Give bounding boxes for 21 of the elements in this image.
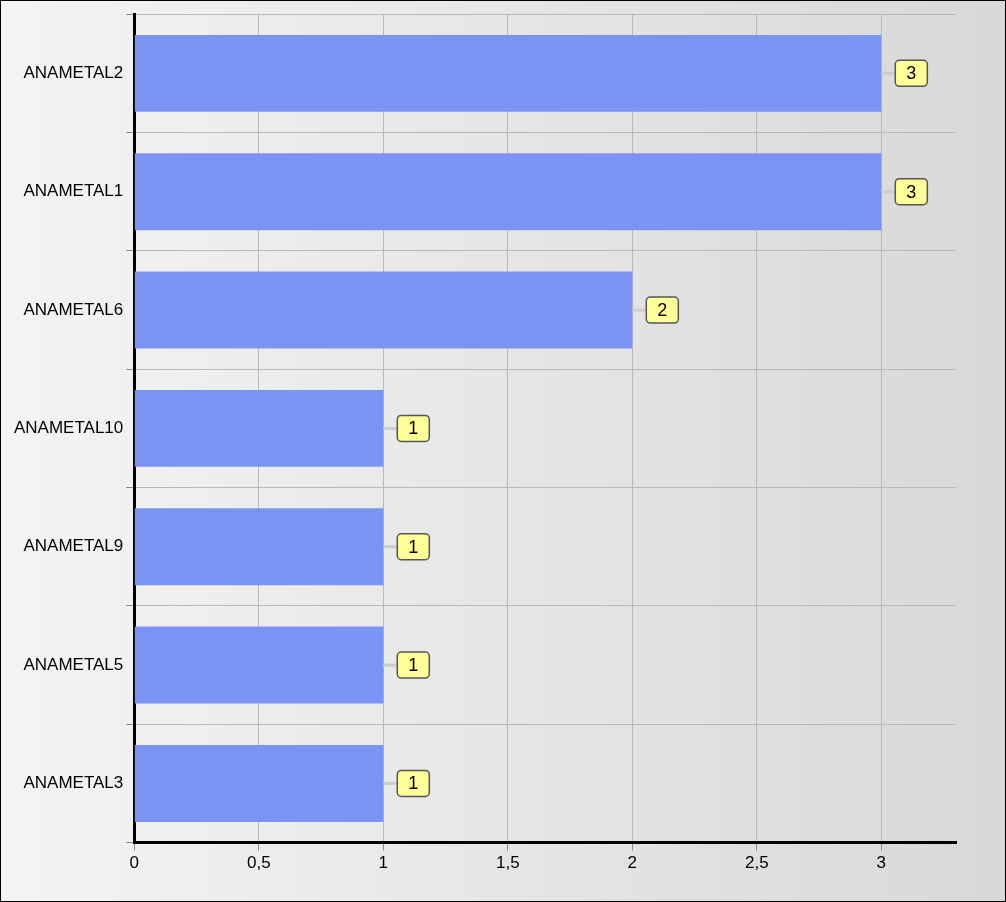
data-label: 2: [657, 300, 668, 321]
data-label: 3: [906, 181, 917, 202]
y-tick-label: ANAMETAL1: [23, 181, 124, 201]
data-label: 1: [408, 655, 419, 676]
x-tick-label: 0: [129, 853, 140, 873]
y-tick-label: ANAMETAL3: [23, 773, 124, 793]
x-tick-label: 1,5: [495, 853, 520, 873]
y-tick-label: ANAMETAL6: [23, 299, 124, 319]
y-tick-label: ANAMETAL10: [14, 418, 124, 438]
data-label: 1: [408, 773, 419, 794]
x-tick-label: 2: [627, 853, 638, 873]
data-label: 3: [906, 63, 917, 84]
x-tick-label: 0,5: [246, 853, 271, 873]
y-tick-label: ANAMETAL9: [23, 536, 124, 556]
y-tick-label: ANAMETAL5: [23, 654, 124, 674]
data-label: 1: [408, 418, 419, 439]
x-tick-label: 1: [378, 853, 389, 873]
y-tick-label: ANAMETAL2: [23, 63, 124, 83]
x-tick-label: 3: [876, 853, 887, 873]
data-label: 1: [408, 536, 419, 557]
x-tick-label: 2,5: [744, 853, 769, 873]
